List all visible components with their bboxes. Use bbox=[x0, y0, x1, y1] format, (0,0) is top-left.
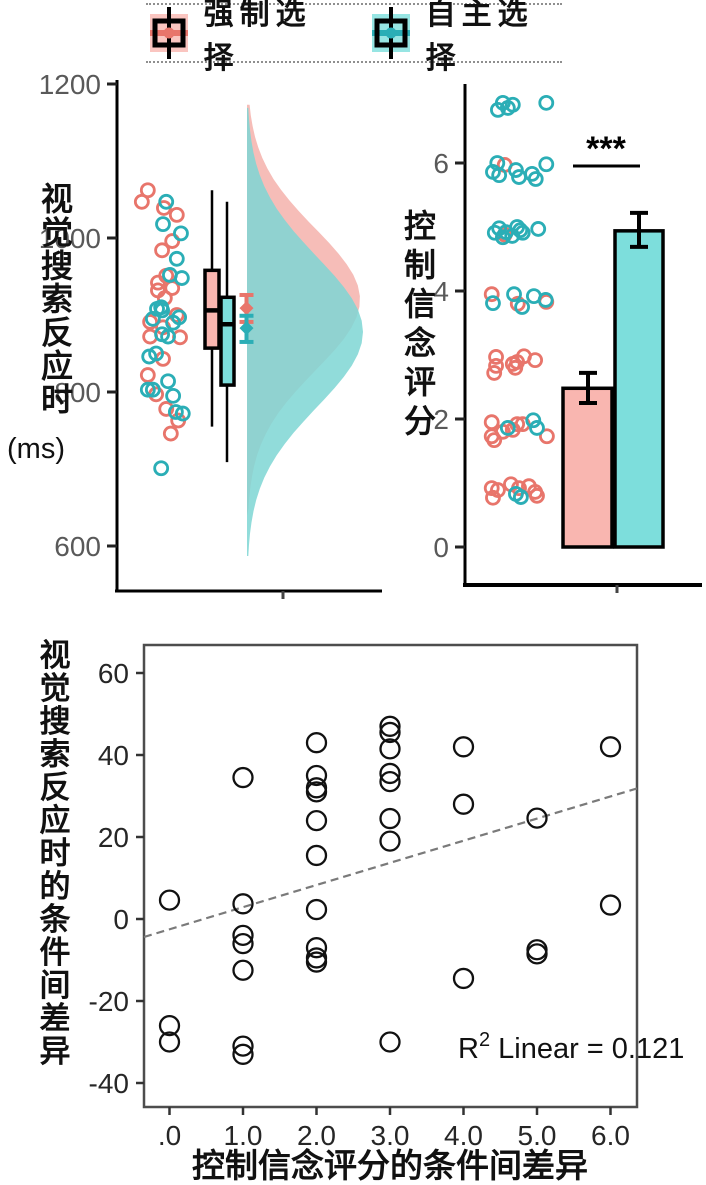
legend-item-free-choice: 自主选择 bbox=[368, 0, 562, 77]
jitter-points-free bbox=[139, 193, 191, 477]
svg-text:800: 800 bbox=[54, 377, 101, 408]
jitter-points-forced bbox=[133, 182, 188, 442]
svg-text:2.0: 2.0 bbox=[297, 1120, 336, 1151]
svg-text:反: 反 bbox=[40, 770, 71, 805]
svg-text:(ms): (ms) bbox=[7, 433, 65, 465]
legend-item-forced-choice: 强制选择 bbox=[146, 0, 340, 77]
legend-label-free-choice: 自主选择 bbox=[425, 0, 534, 75]
svg-text:反: 反 bbox=[41, 315, 73, 351]
error-bars bbox=[579, 210, 648, 405]
svg-text:-20: -20 bbox=[89, 986, 129, 1017]
scatter-points bbox=[158, 715, 622, 1065]
svg-text:20: 20 bbox=[98, 822, 129, 853]
svg-text:索: 索 bbox=[41, 281, 73, 317]
svg-text:1200: 1200 bbox=[39, 70, 101, 100]
svg-text:件: 件 bbox=[40, 935, 71, 970]
svg-text:时: 时 bbox=[41, 381, 73, 417]
jitter-points-free bbox=[485, 94, 555, 505]
boxplot-icon-forced-choice bbox=[150, 7, 188, 59]
svg-text:6: 6 bbox=[433, 148, 449, 179]
svg-text:评: 评 bbox=[404, 364, 436, 400]
svg-text:应: 应 bbox=[40, 803, 71, 838]
svg-text:差: 差 bbox=[40, 1001, 71, 1036]
scatter-plot-condition-differences: 60 40 20 0 -20 -40 .0 1.0 2.0 3.0 4.0 5.0 6.0 视觉搜索反应时… bbox=[40, 638, 685, 1185]
regression-line bbox=[143, 787, 638, 939]
half-violins bbox=[247, 104, 363, 557]
svg-text:搜: 搜 bbox=[40, 704, 71, 739]
significance: *** bbox=[573, 130, 640, 168]
svg-text:4: 4 bbox=[433, 276, 449, 307]
axes: 60 40 20 0 -20 -40 .0 1.0 2.0 3.0 4.0 5.0 6.0 bbox=[89, 643, 639, 1151]
svg-text:60: 60 bbox=[98, 658, 129, 689]
svg-text:条: 条 bbox=[40, 902, 71, 937]
svg-text:索: 索 bbox=[40, 737, 71, 772]
svg-text:5.0: 5.0 bbox=[518, 1120, 557, 1151]
svg-text:视: 视 bbox=[40, 638, 71, 673]
svg-text:的: 的 bbox=[40, 869, 71, 904]
svg-text:2: 2 bbox=[433, 404, 449, 435]
legend: 强制选择 自主选择 bbox=[146, 0, 562, 75]
svg-text:600: 600 bbox=[54, 531, 101, 562]
legend-label-forced-choice: 强制选择 bbox=[203, 0, 312, 75]
y-axis: 6 4 2 0 bbox=[433, 84, 702, 593]
svg-text:0: 0 bbox=[433, 532, 449, 563]
bar-chart-control-belief: 6 4 2 0 控制信念评分 *** bbox=[404, 84, 702, 593]
svg-text:时: 时 bbox=[40, 836, 71, 871]
svg-text:6.0: 6.0 bbox=[591, 1120, 630, 1151]
svg-text:40: 40 bbox=[98, 740, 129, 771]
svg-text:1000: 1000 bbox=[39, 223, 101, 254]
svg-text:分: 分 bbox=[404, 403, 436, 439]
svg-text:控: 控 bbox=[404, 208, 436, 244]
svg-text:-40: -40 bbox=[89, 1068, 129, 1099]
svg-text:间: 间 bbox=[40, 968, 71, 1003]
svg-text:控制信念评分的条件间差异: 控制信念评分的条件间差异 bbox=[192, 1147, 588, 1185]
y-axis-title: 控制信念评分 bbox=[404, 208, 436, 439]
y-axis: 1200 1000 800 600 bbox=[39, 70, 382, 599]
x-axis-title: 控制信念评分的条件间差异 bbox=[192, 1147, 588, 1185]
svg-text:***: *** bbox=[586, 130, 626, 168]
svg-text:念: 念 bbox=[404, 325, 436, 361]
jitter-points-forced bbox=[483, 157, 555, 506]
svg-text:.0: .0 bbox=[158, 1120, 181, 1151]
svg-text:R2 Linear = 0.121: R2 Linear = 0.121 bbox=[458, 1029, 684, 1065]
y-axis-unit: (ms) bbox=[7, 433, 65, 465]
mean-markers bbox=[239, 292, 254, 344]
boxplot-icon-free-choice bbox=[372, 7, 410, 59]
svg-text:搜: 搜 bbox=[41, 248, 73, 284]
svg-text:0: 0 bbox=[113, 904, 129, 935]
bars bbox=[561, 229, 665, 549]
svg-text:觉: 觉 bbox=[41, 214, 73, 250]
svg-text:4.0: 4.0 bbox=[444, 1120, 483, 1151]
svg-text:异: 异 bbox=[40, 1034, 71, 1069]
svg-text:1.0: 1.0 bbox=[224, 1120, 263, 1151]
svg-text:信: 信 bbox=[404, 286, 436, 322]
svg-text:3.0: 3.0 bbox=[371, 1120, 410, 1151]
r-squared-annotation: R2 Linear = 0.121 bbox=[458, 1029, 684, 1065]
svg-text:视: 视 bbox=[41, 181, 73, 217]
svg-text:制: 制 bbox=[404, 247, 436, 283]
boxplots bbox=[203, 190, 236, 463]
svg-text:应: 应 bbox=[41, 348, 73, 384]
svg-text:觉: 觉 bbox=[40, 671, 71, 706]
